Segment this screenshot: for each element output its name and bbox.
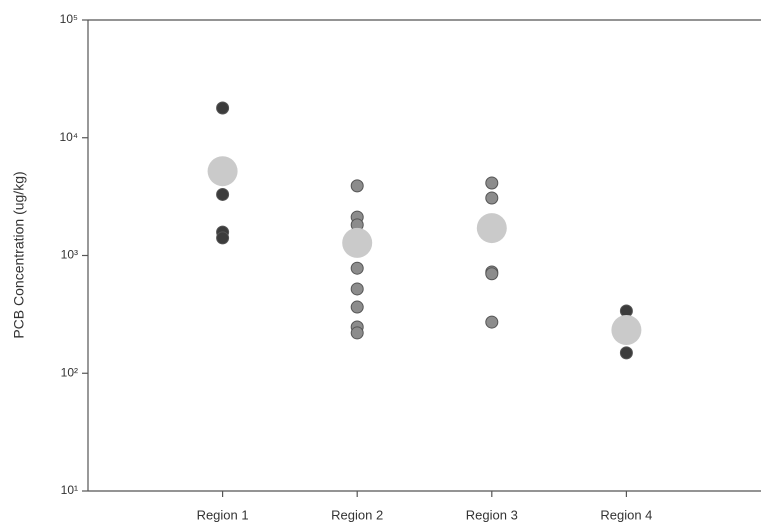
mean-point <box>207 156 238 187</box>
y-tick-label: 10⁴ <box>59 130 78 144</box>
point <box>350 326 364 340</box>
x-tick-label: Region 3 <box>466 507 518 522</box>
point <box>485 176 499 190</box>
x-tick-label: Region 1 <box>197 507 249 522</box>
x-tick-label: Region 4 <box>600 507 652 522</box>
point <box>216 231 230 245</box>
y-tick-label: 10⁵ <box>60 12 78 26</box>
mean-point <box>476 213 507 244</box>
mean-point <box>342 227 373 258</box>
point <box>485 191 499 205</box>
y-tick-label: 10² <box>61 365 78 379</box>
point <box>216 101 230 115</box>
x-tick-label: Region 2 <box>331 507 383 522</box>
point <box>485 315 499 329</box>
point <box>216 187 230 201</box>
point <box>350 179 364 193</box>
mean-point <box>611 314 642 345</box>
point <box>619 346 633 360</box>
point <box>350 300 364 314</box>
point <box>485 267 499 281</box>
y-tick-label: 10¹ <box>61 483 78 497</box>
y-tick-label: 10³ <box>61 248 78 262</box>
y-axis-label: PCB Concentration (ug/kg) <box>11 171 27 338</box>
point <box>350 282 364 296</box>
point <box>350 261 364 275</box>
